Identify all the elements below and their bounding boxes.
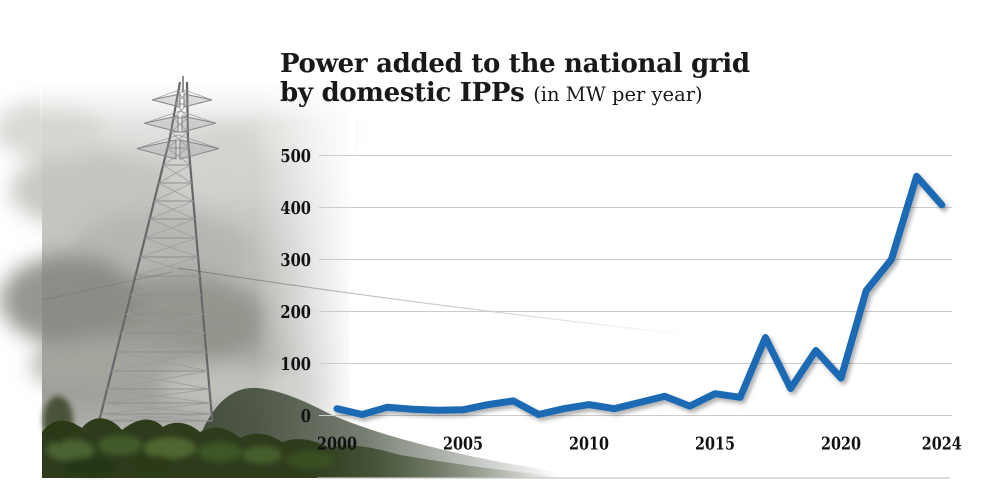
x-tick-label: 2005 [443, 434, 483, 455]
x-tick-label: 2024 [922, 434, 962, 455]
power-wire-left [41, 271, 173, 301]
x-tick-label: 2020 [821, 434, 861, 455]
tower-crossarm [179, 139, 220, 160]
power-wire-right [177, 267, 701, 337]
photo-top-fade [40, 78, 356, 124]
tower-crossarm [181, 115, 217, 133]
y-tick-label: 100 [280, 354, 311, 375]
gridlines [319, 154, 952, 417]
chart-title-unit-note: (in MW per year) [533, 82, 703, 106]
data-line-series [333, 172, 946, 418]
y-tick-label: 500 [280, 146, 311, 167]
y-tick-label: 300 [280, 250, 311, 271]
transmission-tower [98, 76, 220, 422]
chart-title-line2: by domestic IPPs [280, 77, 525, 108]
chart-title-line1: Power added to the national grid [280, 49, 750, 79]
tower-crossarm [143, 115, 179, 133]
bush-texture [43, 396, 334, 475]
tower-crossarm [151, 93, 181, 108]
y-tick-label: 400 [280, 198, 311, 219]
y-tick-label: 0 [301, 406, 311, 427]
x-tick-label: 2000 [317, 434, 357, 455]
x-tick-label: 2010 [569, 434, 609, 455]
y-axis-labels: 0 100 200 300 400 500 [280, 146, 311, 427]
x-tick-label: 2015 [695, 434, 735, 455]
x-axis-labels: 2000 2005 2010 2015 2020 2024 [317, 434, 962, 455]
chart-title: Power added to the national grid by dome… [280, 50, 750, 109]
tower-crossarm [136, 139, 177, 160]
tower-crossarm [183, 93, 213, 108]
y-tick-label: 200 [280, 302, 311, 323]
